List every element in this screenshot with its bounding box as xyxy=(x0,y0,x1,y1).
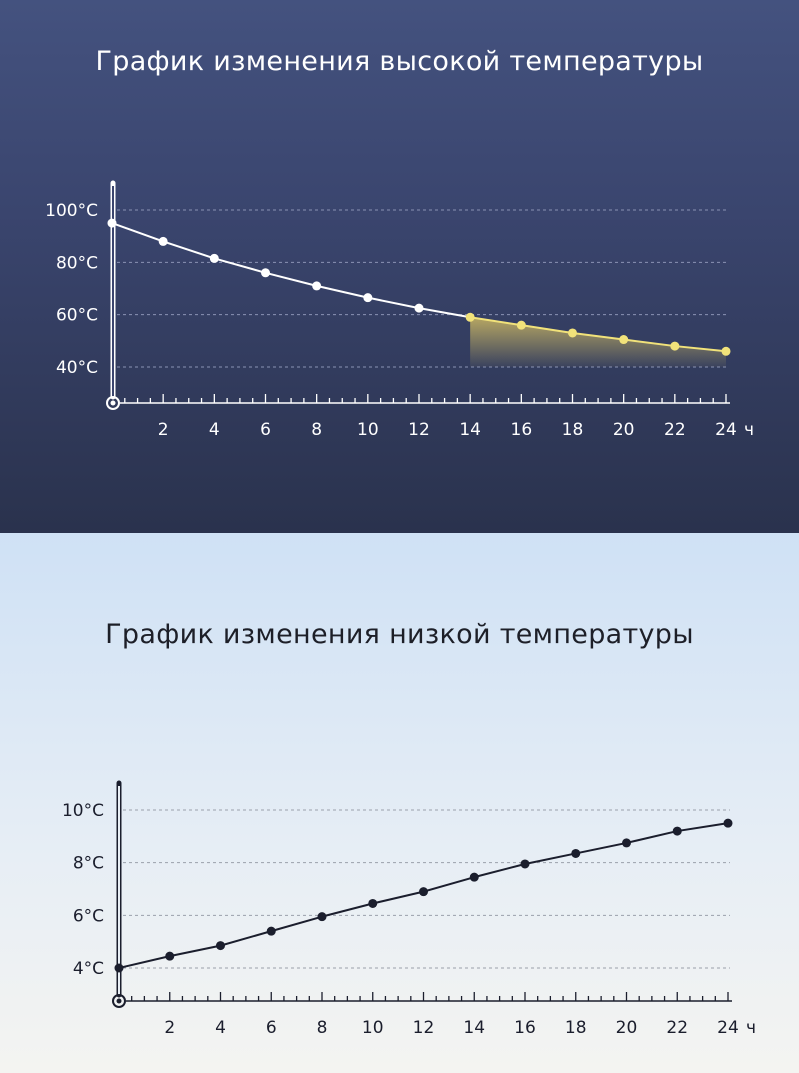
y-tick-label: 4°C xyxy=(73,959,104,979)
series-line-segment xyxy=(524,852,576,865)
data-point xyxy=(568,328,577,338)
low-temperature-panel: График изменения низкой температуры 10°C… xyxy=(0,533,799,1073)
data-point xyxy=(312,281,322,291)
series-line-segment xyxy=(677,822,729,833)
thermometer-bulb-dot xyxy=(110,400,116,406)
x-tick-label: 6 xyxy=(266,1018,277,1038)
data-point xyxy=(158,236,168,246)
data-point xyxy=(209,253,219,263)
x-tick-label: 18 xyxy=(562,420,584,440)
y-tick-label: 40°C xyxy=(56,358,98,378)
data-point xyxy=(368,898,378,908)
high-temperature-panel: График изменения высокой температуры 100… xyxy=(0,0,799,533)
series-line-segment xyxy=(372,890,424,905)
y-tick-label: 10°C xyxy=(62,801,104,821)
series-line-segment xyxy=(316,284,369,299)
data-point xyxy=(469,872,479,882)
data-point xyxy=(317,912,327,922)
x-tick-label: 6 xyxy=(260,420,271,440)
series-line-segment xyxy=(575,841,627,855)
x-unit-label: ч xyxy=(744,420,754,440)
series-line-segment xyxy=(321,902,374,918)
data-point xyxy=(622,838,631,848)
data-point xyxy=(165,951,175,961)
data-point xyxy=(465,312,475,322)
y-tick-label: 6°C xyxy=(73,906,104,926)
series-line-segment xyxy=(265,271,317,287)
series-line-segment xyxy=(220,930,272,947)
x-tick-label: 2 xyxy=(158,420,169,440)
y-tick-label: 8°C xyxy=(73,854,104,874)
x-tick-label: 16 xyxy=(514,1018,536,1038)
x-tick-label: 22 xyxy=(666,1018,688,1038)
data-point xyxy=(619,335,629,345)
data-point xyxy=(672,826,682,836)
x-tick-label: 16 xyxy=(511,420,533,440)
x-tick-label: 8 xyxy=(317,1018,328,1038)
data-point xyxy=(670,341,680,351)
x-tick-label: 22 xyxy=(664,420,686,440)
x-tick-label: 4 xyxy=(209,420,220,440)
series-line-segment xyxy=(674,345,727,353)
thermometer-bulb xyxy=(112,994,126,1008)
thermometer-bulb-dot xyxy=(116,998,122,1004)
x-tick-label: 20 xyxy=(613,420,635,440)
series-line-segment xyxy=(423,876,475,893)
x-tick-label: 8 xyxy=(311,420,322,440)
series-line-segment xyxy=(270,915,323,933)
chart-title-low: График изменения низкой температуры xyxy=(105,619,694,650)
x-tick-label: 12 xyxy=(408,420,430,440)
low-temperature-chart: 10°C8°C6°C4°C2 4 6 8 10 12 14 16 18 20 22 24 ч xyxy=(62,780,756,1038)
thermometer-bulb xyxy=(106,396,120,410)
y-tick-label: 60°C xyxy=(56,306,98,326)
x-tick-label: 20 xyxy=(616,1018,638,1038)
series-line-segment xyxy=(118,955,170,969)
data-point xyxy=(107,218,117,228)
x-tick-label: 12 xyxy=(413,1018,435,1038)
x-tick-label: 10 xyxy=(357,420,379,440)
x-tick-label: 14 xyxy=(463,1018,485,1038)
data-point xyxy=(571,848,581,858)
y-tick-label: 100°C xyxy=(45,201,98,221)
series-line-segment xyxy=(367,296,420,310)
data-point xyxy=(266,926,276,936)
data-point xyxy=(114,963,124,973)
x-tick-label: 18 xyxy=(565,1018,587,1038)
data-point xyxy=(419,887,428,897)
series-line-segment xyxy=(473,863,526,879)
x-unit-label: ч xyxy=(746,1018,756,1038)
series-line-segment xyxy=(626,830,678,844)
series-line-segment xyxy=(521,324,573,334)
data-point xyxy=(723,818,733,828)
chart-title-high: График изменения высокой температуры xyxy=(95,46,704,77)
series-line-segment xyxy=(214,257,266,274)
data-point xyxy=(363,293,373,303)
x-tick-label: 24 xyxy=(715,420,737,440)
series-line-segment xyxy=(169,944,221,958)
series-line-segment xyxy=(418,307,471,319)
data-point xyxy=(721,346,731,356)
x-tick-label: 14 xyxy=(459,420,481,440)
series-line-segment xyxy=(111,222,164,243)
high-temperature-chart: 100°C80°C60°C40°C2 4 6 8 10 12 14 16 18 20 22 24 ч xyxy=(45,180,754,440)
data-point xyxy=(414,303,424,313)
y-tick-label: 80°C xyxy=(56,253,98,273)
series-line-segment xyxy=(572,331,624,341)
data-point xyxy=(520,859,530,869)
series-line-segment xyxy=(623,338,675,348)
data-point xyxy=(216,941,225,951)
data-point xyxy=(261,268,270,278)
x-tick-label: 2 xyxy=(164,1018,175,1038)
x-tick-label: 10 xyxy=(362,1018,384,1038)
x-tick-label: 4 xyxy=(215,1018,226,1038)
data-point xyxy=(516,320,526,330)
series-line-segment xyxy=(470,316,522,327)
x-tick-label: 24 xyxy=(717,1018,739,1038)
highlight-area xyxy=(470,317,726,367)
series-line-segment xyxy=(162,240,215,260)
